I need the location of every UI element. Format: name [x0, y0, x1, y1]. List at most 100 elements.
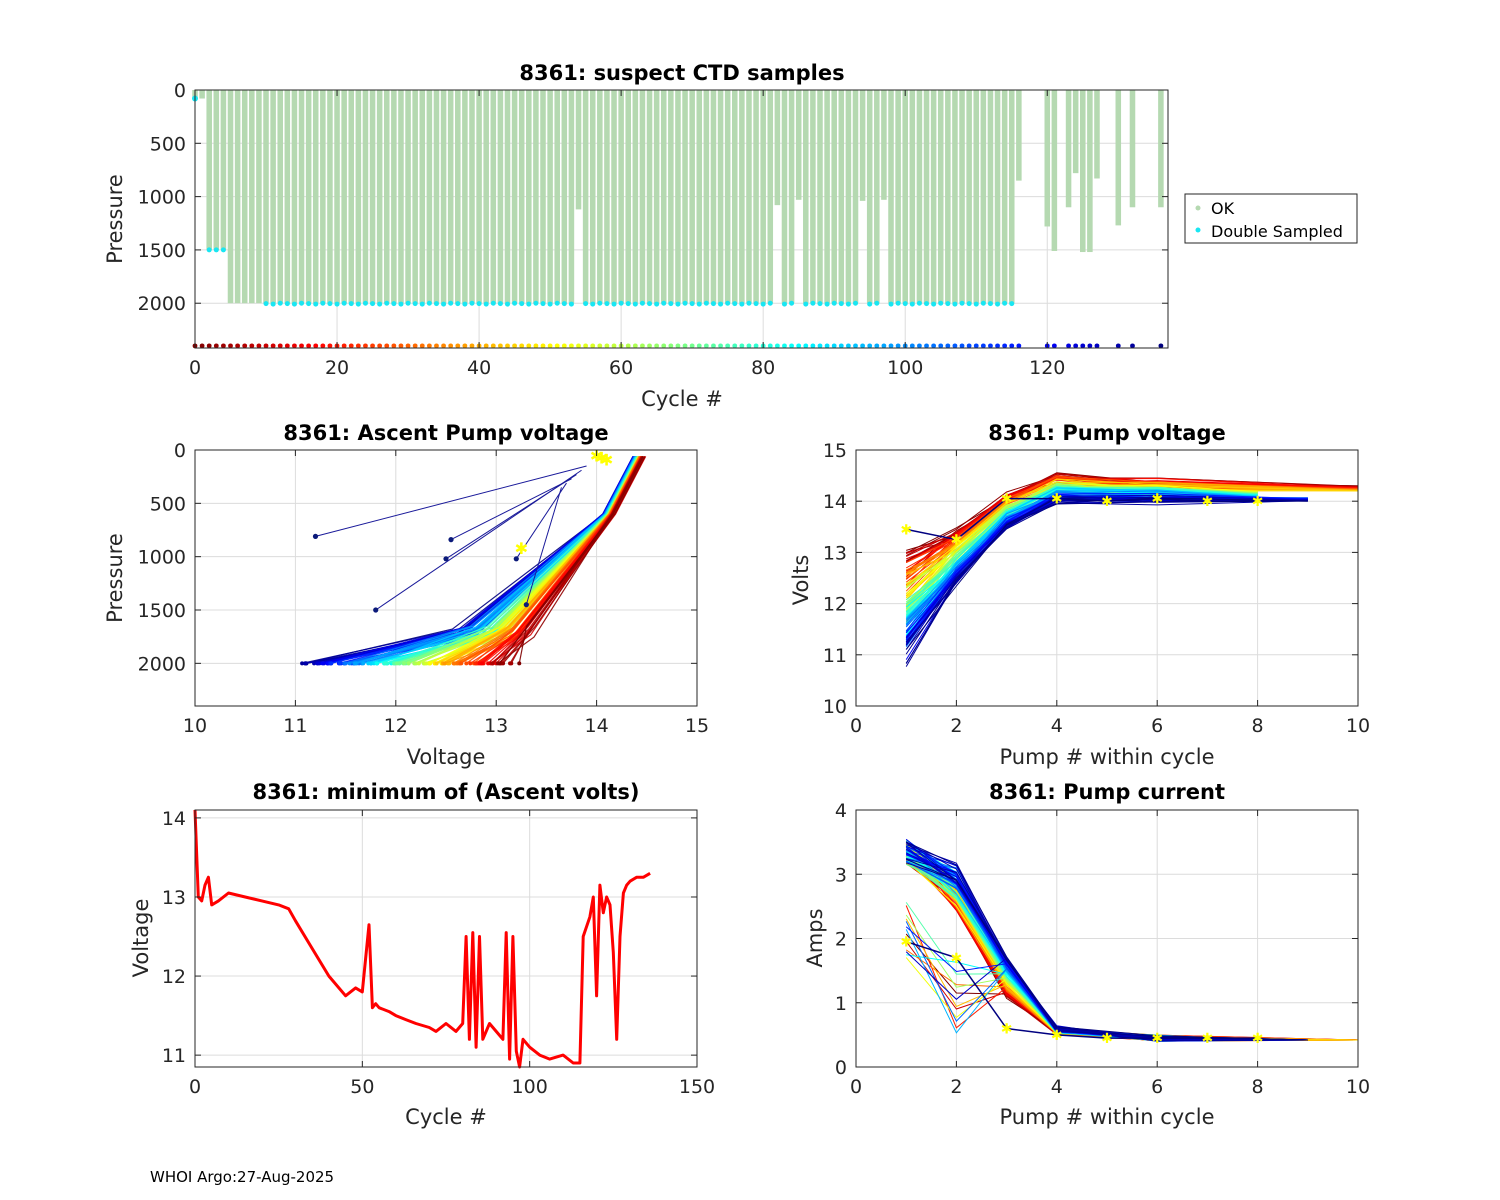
double-sampled-point — [831, 300, 837, 306]
cycle-color-marker — [831, 343, 837, 349]
cycle-color-marker — [1009, 343, 1015, 349]
ascent-bottom-point — [300, 661, 305, 666]
ok-profile-bar — [213, 90, 220, 250]
chart-title: 8361: Pump voltage — [988, 421, 1226, 445]
ascent-bottom-point — [347, 661, 352, 666]
cycle-color-marker — [924, 343, 929, 349]
cycle-color-marker — [931, 343, 937, 349]
double-sampled-point — [412, 301, 418, 307]
yellow-star-marker: ✱ — [900, 522, 912, 538]
cycle-color-marker — [966, 343, 972, 349]
ok-profile-bar — [582, 90, 589, 304]
cycle-color-marker — [576, 343, 581, 349]
double-sampled-point — [888, 301, 894, 307]
outlier-line — [515, 482, 567, 560]
cycle-color-marker — [597, 343, 603, 349]
cycle-color-marker — [434, 343, 439, 349]
yellow-star-marker: ✱ — [1151, 492, 1163, 508]
cycle-color-marker — [611, 343, 617, 349]
cycle-color-marker — [909, 343, 915, 349]
ok-profile-bar — [1008, 90, 1015, 304]
cycle-color-marker — [838, 343, 844, 349]
cycle-color-marker — [483, 343, 489, 349]
ok-profile-bar — [490, 90, 497, 304]
ascent-bottom-point — [490, 661, 495, 666]
cycle-color-marker — [945, 343, 951, 349]
pump-current-line — [905, 846, 1258, 1041]
x-tick-label: 150 — [679, 1076, 715, 1098]
ok-profile-bar — [973, 90, 980, 304]
pump-current-line — [905, 846, 1359, 1042]
ok-profile-bar — [526, 90, 532, 304]
axes-overlay: 0 20 40 60 80 100 120 0 500 1000 1500 2000 — [138, 80, 1169, 379]
pump-current-line — [905, 850, 1359, 1041]
cycle-color-marker — [540, 343, 546, 349]
double-sampled-point — [703, 300, 709, 306]
cycle-color-marker — [675, 343, 681, 349]
ascent-bottom-point — [312, 661, 317, 666]
double-sampled-point — [497, 301, 503, 307]
cycle-color-marker — [696, 343, 702, 349]
cycle-color-marker — [348, 343, 354, 349]
double-sampled-point — [895, 300, 901, 306]
cycle-color-marker — [469, 343, 475, 349]
ascent-profile-line — [423, 456, 639, 664]
cycle-color-marker — [1066, 343, 1071, 349]
double-sampled-point — [206, 247, 212, 253]
x-tick-label: 80 — [751, 357, 775, 379]
cycle-color-marker — [682, 343, 688, 349]
ok-profile-bar — [334, 90, 340, 304]
cycle-color-marker — [284, 343, 290, 349]
highlight-current-line — [905, 940, 1258, 1039]
plot-area — [192, 90, 1164, 349]
double-sampled-point — [753, 301, 759, 307]
double-sampled-point — [931, 301, 937, 307]
double-sampled-point — [810, 300, 816, 306]
ok-profile-bar — [724, 90, 731, 304]
pump-voltage-line — [905, 500, 1308, 664]
yellow-star-marker: ✱ — [600, 451, 613, 470]
ok-profile-bar — [1051, 90, 1058, 251]
cycle-color-marker — [1158, 343, 1164, 349]
grid-lines — [194, 89, 1168, 348]
footer-text: WHOI Argo:27-Aug-2025 — [150, 1168, 334, 1186]
yellow-star-marker: ✱ — [1101, 494, 1113, 510]
ok-profile-bar — [1115, 90, 1122, 226]
ok-profile-bar — [589, 90, 596, 304]
double-sampled-point — [377, 301, 383, 307]
double-sampled-point — [718, 301, 724, 307]
ok-profile-bar — [987, 90, 994, 304]
y-tick-label: 2000 — [138, 653, 186, 675]
ok-profile-bar — [874, 90, 880, 304]
pump-current-line — [905, 850, 1359, 1041]
ok-profile-bar — [966, 90, 972, 304]
cycle-color-marker — [206, 343, 212, 349]
double-sampled-point — [781, 301, 787, 307]
ok-profile-bar — [575, 90, 582, 210]
double-sampled-point — [625, 301, 631, 307]
x-axis-label: Pump # within cycle — [1000, 745, 1215, 769]
double-sampled-point — [327, 301, 333, 307]
cycle-color-marker — [313, 343, 319, 349]
cycle-color-marker — [959, 343, 965, 349]
axes-overlay: 0 2 4 6 8 10 0 1 2 3 4 — [835, 800, 1370, 1098]
yellow-star-marker: ✱ — [1001, 492, 1013, 508]
cycle-color-marker — [718, 343, 723, 349]
ascent-bottom-point — [501, 661, 506, 666]
ascent-bottom-point — [517, 661, 522, 666]
ascent-bottom-point — [303, 661, 308, 666]
ok-profile-bar — [952, 90, 958, 304]
x-tick-label: 6 — [1151, 1076, 1163, 1098]
ok-profile-bar — [781, 90, 788, 304]
cycle-color-marker — [711, 343, 716, 349]
cycle-color-marker — [689, 343, 695, 349]
cycle-color-marker — [1016, 343, 1022, 349]
double-sampled-point — [675, 301, 681, 307]
outlier-point — [443, 556, 449, 562]
double-sampled-point — [348, 301, 354, 307]
cycle-color-marker — [405, 343, 411, 349]
double-sampled-point — [1009, 301, 1015, 307]
x-tick-label: 14 — [585, 715, 609, 737]
double-sampled-point — [554, 300, 560, 306]
cycle-color-marker — [426, 343, 432, 349]
